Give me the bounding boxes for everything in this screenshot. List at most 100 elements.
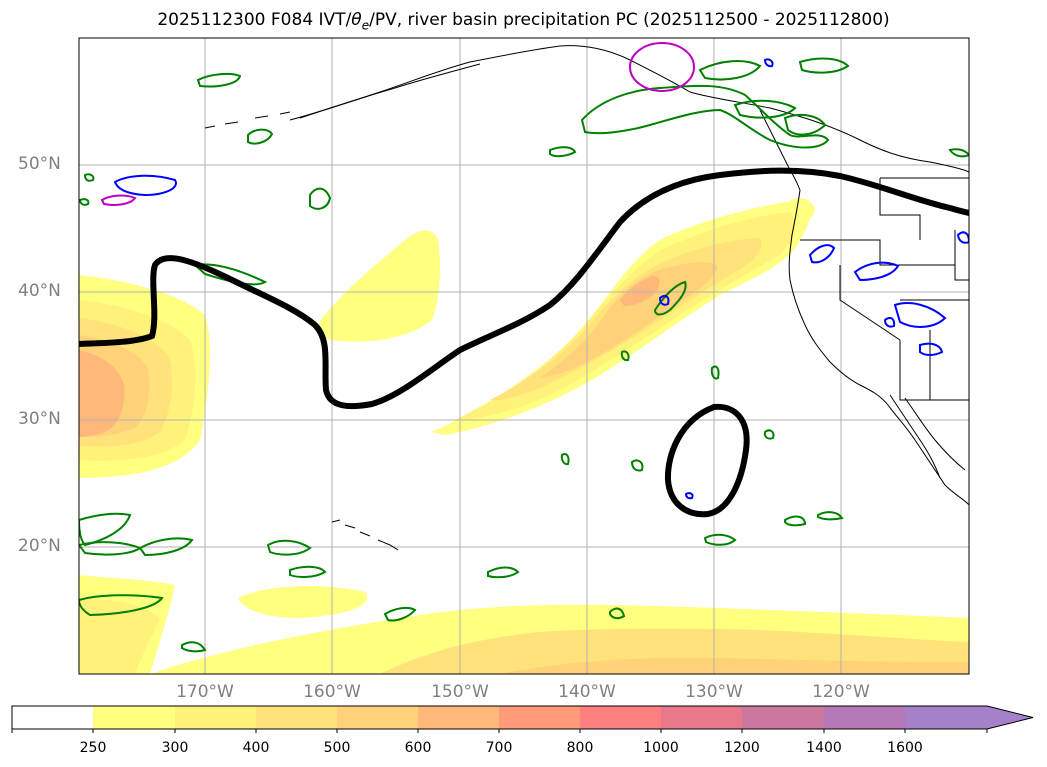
lat-label-30n: 30°N [18, 409, 61, 429]
map-background [79, 38, 969, 674]
title-theta: θ [351, 10, 362, 30]
hawaii-islands [331, 519, 399, 551]
map-title: 2025112300 F084 IVT/θe/PV, river basin p… [0, 10, 1047, 32]
colorbar-swatch-7 [580, 706, 661, 729]
colorbar-swatch-2 [175, 706, 256, 729]
precip-blue-4 [893, 302, 947, 328]
coastlines [204, 45, 969, 551]
colorbar-tick-1200: 1200 [724, 740, 760, 756]
precip-green-28 [948, 148, 969, 158]
lon-label-150w: 150°W [431, 682, 489, 702]
precip-blue-7 [658, 295, 670, 306]
precip-blue-1 [113, 174, 177, 197]
precip-green-29 [83, 173, 95, 182]
precip-green-23 [784, 515, 807, 527]
precip-green-9 [733, 99, 797, 119]
colorbar-tick-300: 300 [161, 740, 189, 756]
precip-magenta-contours [100, 42, 695, 206]
colorbar [11, 705, 1034, 733]
colorbar-tick-700: 700 [485, 740, 513, 756]
ivt-central-250 [318, 230, 440, 342]
lat-label-40n: 40°N [18, 281, 61, 301]
precip-green-21 [609, 607, 626, 620]
precip-green-16 [289, 565, 327, 578]
ivt-south-300b [79, 625, 130, 674]
precip-green-4 [192, 263, 268, 286]
colorbar-tick-1600: 1600 [887, 740, 923, 756]
ivt-ar-500 [540, 262, 718, 378]
gulf-of-california [904, 397, 966, 471]
pv-contour-cutoff [664, 403, 750, 518]
graticule [79, 38, 969, 674]
precip-blue-8 [684, 492, 694, 500]
precip-green-15 [266, 539, 312, 556]
colorbar-tick-600: 600 [404, 740, 432, 756]
colorbar-outline [11, 705, 1034, 730]
precip-blue-contours [113, 58, 969, 500]
precip-green-10 [783, 113, 827, 136]
precip-green-2 [247, 128, 274, 145]
us-west-coast [788, 189, 969, 506]
precip-green-6 [580, 84, 830, 149]
alaska-inner-coast [299, 63, 481, 119]
precip-magenta-2 [100, 194, 137, 206]
precip-green-5 [549, 146, 577, 158]
colorbar-swatch-8 [661, 706, 742, 729]
precip-green-27 [710, 365, 720, 380]
colorbar-tick-1000: 1000 [643, 740, 679, 756]
precip-green-19 [383, 606, 417, 622]
ivt-south-500 [500, 657, 969, 674]
precip-green-contours [79, 57, 969, 653]
bc-coast [759, 109, 801, 191]
precip-green-11 [653, 280, 687, 316]
lon-label-140w: 140°W [558, 682, 616, 702]
colorbar-tick-800: 800 [566, 740, 594, 756]
precip-green-30 [79, 198, 90, 206]
title-suffix: /PV, river basin precipitation PC (20251… [369, 10, 890, 30]
precip-green-24 [817, 511, 844, 521]
precip-green-32 [620, 350, 630, 362]
colorbar-tick-400: 400 [242, 740, 270, 756]
pv-contour-main [79, 167, 969, 410]
precip-green-18 [181, 641, 207, 653]
lat-label-20n: 20°N [18, 536, 61, 556]
precip-green-14 [138, 537, 194, 557]
precip-green-22 [703, 533, 737, 546]
colorbar-tick-250: 250 [79, 740, 107, 756]
precip-blue-2 [808, 244, 836, 264]
ivt-south-250b [238, 586, 368, 618]
precip-green-1 [196, 72, 242, 88]
colorbar-swatch-11 [905, 706, 987, 729]
colorbar-extend-arrow [987, 706, 1033, 729]
colorbar-swatch-0 [12, 706, 93, 729]
lon-label-160w: 160°W [303, 682, 361, 702]
alaska-coast [289, 45, 969, 173]
state-borders [800, 178, 969, 401]
colorbar-swatch-5 [418, 706, 499, 729]
map-frame [78, 37, 970, 675]
colorbar-swatch-9 [742, 706, 824, 729]
lat-label-50n: 50°N [18, 154, 61, 174]
precip-green-12 [79, 512, 132, 547]
lon-label-170w: 170°W [176, 682, 234, 702]
precip-green-26 [763, 429, 775, 440]
ivt-west-600 [79, 350, 125, 437]
lon-label-120w: 120°W [812, 682, 870, 702]
lon-label-130w: 130°W [685, 682, 743, 702]
colorbar-tick-1400: 1400 [806, 740, 842, 756]
precip-green-20 [487, 566, 520, 579]
ivt-ar-600 [620, 275, 660, 306]
ivt-filled-contours [79, 198, 969, 674]
colorbar-swatch-10 [824, 706, 905, 729]
colorbar-tick-500: 500 [323, 740, 351, 756]
pv-contours [79, 167, 969, 518]
precip-blue-9 [763, 58, 774, 68]
precip-green-3 [309, 187, 332, 210]
precip-green-7 [698, 60, 762, 81]
colorbar-swatch-4 [337, 706, 418, 729]
precip-blue-5 [919, 342, 944, 356]
precip-blue-3 [853, 261, 900, 282]
precip-magenta-1 [629, 42, 695, 92]
precip-blue-10 [883, 317, 896, 328]
